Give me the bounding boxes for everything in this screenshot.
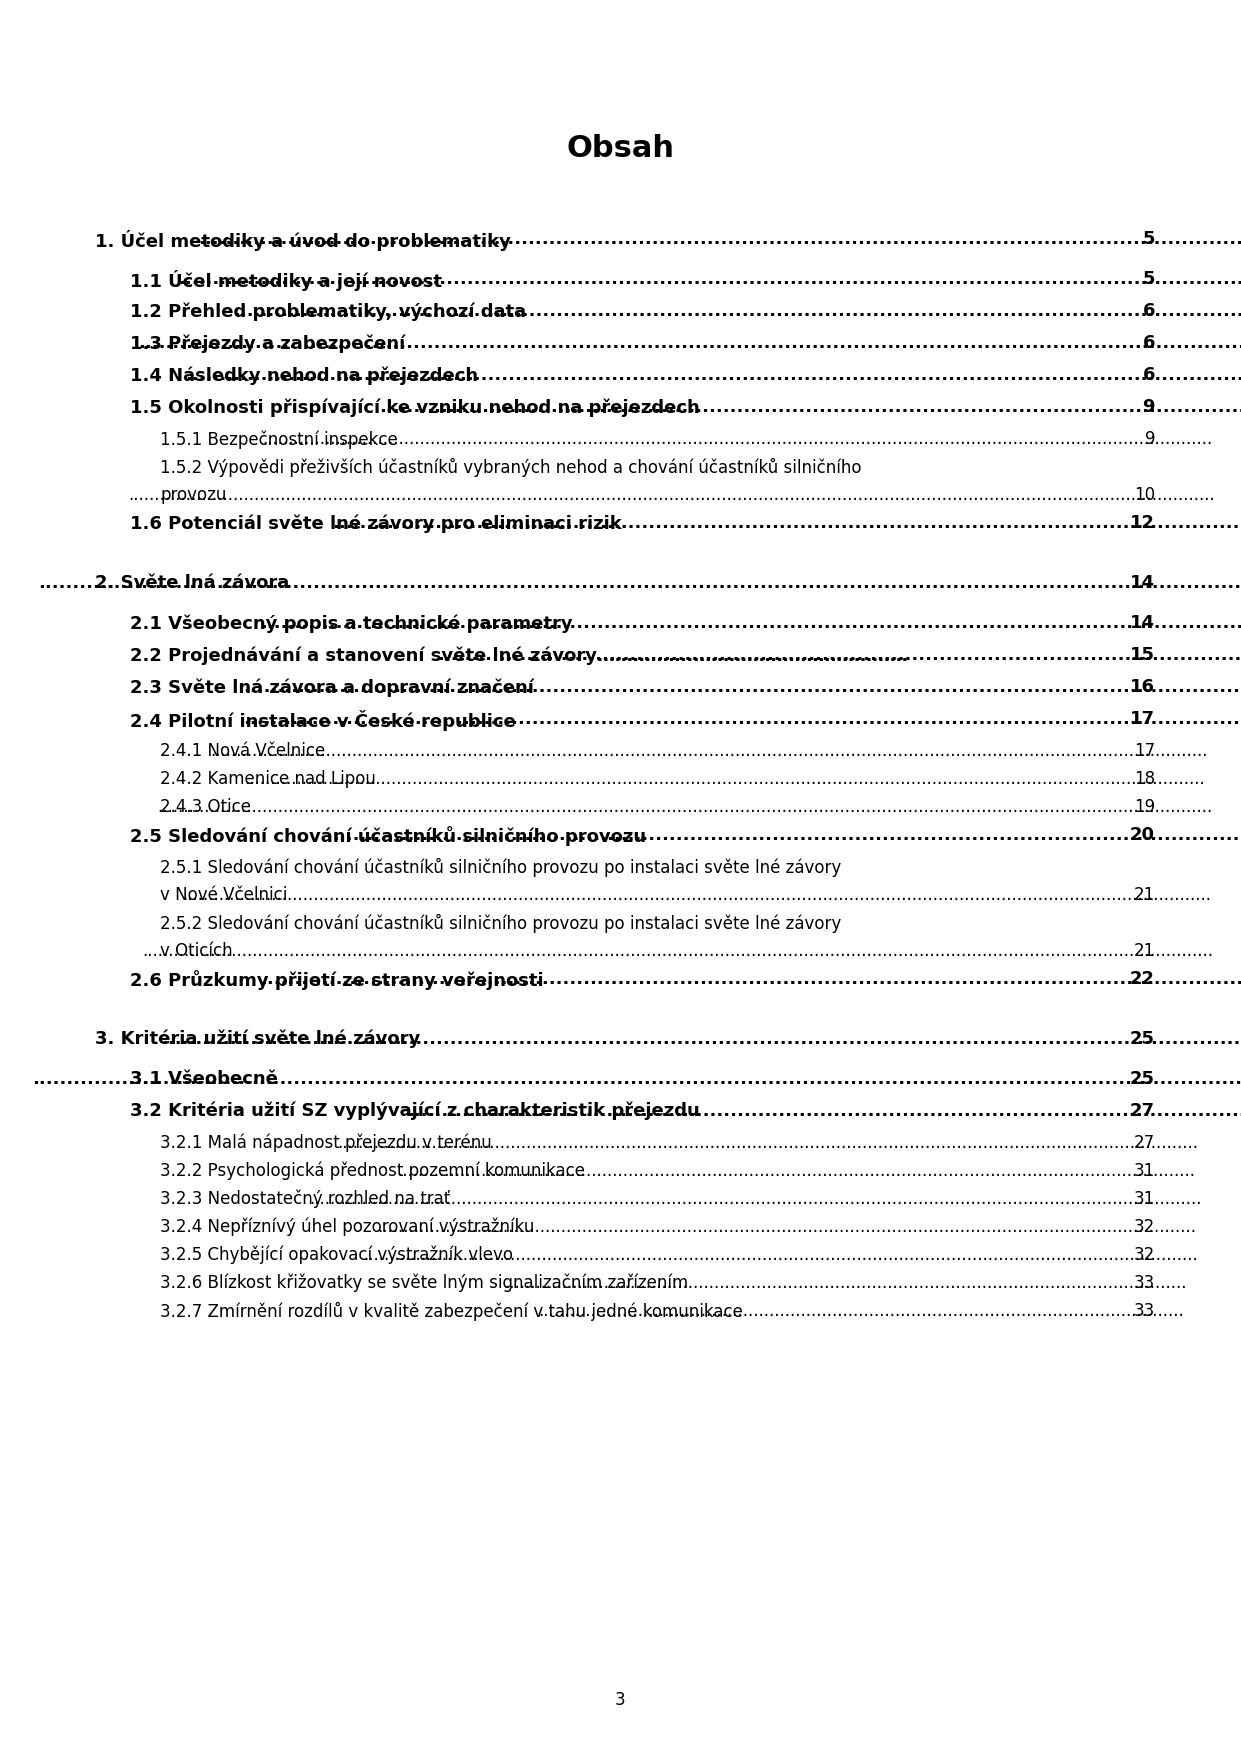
Text: 31: 31 (1134, 1162, 1155, 1179)
Text: 25: 25 (1131, 1030, 1155, 1048)
Text: ................................................................................: ........................................… (377, 1218, 1196, 1236)
Text: ................................................................................: ........................................… (243, 677, 1241, 697)
Text: 27: 27 (1131, 1102, 1155, 1120)
Text: 20: 20 (1131, 827, 1155, 844)
Text: ................................................................................: ........................................… (199, 230, 1241, 247)
Text: 3.2.5 Chybějící opakovací výstražník vlevo: 3.2.5 Chybějící opakovací výstražník vle… (160, 1246, 513, 1265)
Text: 1. Účel metodiky a úvod do problematiky: 1. Účel metodiky a úvod do problematiky (96, 230, 511, 251)
Text: 2.1 Všeobecný popis a technické parametry: 2.1 Všeobecný popis a technické parametr… (130, 614, 572, 632)
Text: ................................................................................: ........................................… (437, 646, 1241, 663)
Text: 3. Kritéria užití světe lné závory: 3. Kritéria užití světe lné závory (96, 1030, 421, 1048)
Text: ................................................................................: ........................................… (156, 799, 1212, 816)
Text: 1.5.1 Bezpečnostní inspekce: 1.5.1 Bezpečnostní inspekce (160, 430, 398, 449)
Text: ................................................................................: ........................................… (185, 367, 1241, 384)
Text: 1.2 Přehled problematiky, výchozí data: 1.2 Přehled problematiky, výchozí data (130, 302, 526, 321)
Text: 1.1 Účel metodiky a její novost: 1.1 Účel metodiky a její novost (130, 270, 442, 291)
Text: 2.5.1 Sledování chování účastníků silničního provozu po instalaci světe lné závo: 2.5.1 Sledování chování účastníků silnič… (160, 858, 841, 878)
Text: 14: 14 (1131, 614, 1155, 632)
Text: 1.3 Přejezdy a zabezpečení: 1.3 Přejezdy a zabezpečení (130, 333, 406, 353)
Text: 1.4 Následky nehod na přejezdech: 1.4 Následky nehod na přejezdech (130, 367, 478, 384)
Text: ................................................................................: ........................................… (331, 827, 1241, 844)
Text: ................................................................................: ........................................… (262, 430, 1212, 448)
Text: 31: 31 (1134, 1190, 1155, 1207)
Text: 2.4.1 Nová Včelnice: 2.4.1 Nová Včelnice (160, 742, 325, 760)
Text: ................................................................................: ........................................… (244, 770, 1205, 788)
Text: 6: 6 (1143, 302, 1155, 319)
Text: 25: 25 (1131, 1071, 1155, 1088)
Text: ................................................................................: ........................................… (211, 742, 1207, 760)
Text: ................................................................................: ........................................… (38, 574, 1241, 591)
Text: 5: 5 (1143, 230, 1155, 247)
Text: 2.5.2 Sledování chování účastníků silničního provozu po instalaci světe lné závo: 2.5.2 Sledování chování účastníků silnič… (160, 914, 841, 934)
Text: 3.2.6 Blízkost křižovatky se světe lným signalizačním zařízením: 3.2.6 Blízkost křižovatky se světe lným … (160, 1274, 689, 1292)
Text: ................................................................................: ........................................… (338, 1134, 1199, 1151)
Text: ................................................................................: ........................................… (397, 1162, 1195, 1179)
Text: 32: 32 (1134, 1218, 1155, 1236)
Text: ................................................................................: ........................................… (539, 1302, 1184, 1320)
Text: 33: 33 (1134, 1302, 1155, 1320)
Text: ................................................................................: ........................................… (261, 971, 1241, 988)
Text: 2.3 Světe lná závora a dopravní značení: 2.3 Světe lná závora a dopravní značení (130, 677, 534, 697)
Text: ................................................................................: ........................................… (161, 1030, 1241, 1048)
Text: ................................................................................: ........................................… (309, 1190, 1203, 1207)
Text: 14: 14 (1131, 574, 1155, 591)
Text: 1.5 Okolnosti přispívající ke vzniku nehod na přejezdech: 1.5 Okolnosti přispívající ke vzniku neh… (130, 398, 700, 416)
Text: 6: 6 (1143, 367, 1155, 384)
Text: Obsah: Obsah (566, 133, 675, 163)
Text: ................................................................................: ........................................… (129, 486, 1215, 504)
Text: 2.4 Pilotní instalace v České republice: 2.4 Pilotní instalace v České republice (130, 711, 516, 732)
Text: 9: 9 (1143, 398, 1155, 416)
Text: ................................................................................: ........................................… (407, 1102, 1241, 1120)
Text: 2. Světe lná závora: 2. Světe lná závora (96, 574, 289, 591)
Text: 2.2 Projednávání a stanovení světe lné závory…………….………………………………: 2.2 Projednávání a stanovení světe lné z… (130, 646, 907, 665)
Text: 2.5 Sledování chování účastníků silničního provozu: 2.5 Sledování chování účastníků silniční… (130, 827, 647, 846)
Text: 27: 27 (1134, 1134, 1155, 1151)
Text: ................................................................................: ........................................… (261, 614, 1241, 632)
Text: 3.1 Všeobecně: 3.1 Všeobecně (130, 1071, 278, 1088)
Text: ................................................................................: ........................................… (243, 711, 1241, 728)
Text: 3.2 Kritéria užití SZ vyplývající z charakteristik přejezdu: 3.2 Kritéria užití SZ vyplývající z char… (130, 1102, 700, 1120)
Text: ................................................................................: ........................................… (138, 333, 1241, 353)
Text: ................................................................................: ........................................… (233, 302, 1241, 319)
Text: 1.5.2 Výpovědi přeživších účastníků vybraných nehod a chování účastníků silniční: 1.5.2 Výpovědi přeživších účastníků vybr… (160, 458, 861, 477)
Text: 3.2.7 Zmírnění rozdílů v kvalitě zabezpečení v tahu jedné komunikace: 3.2.7 Zmírnění rozdílů v kvalitě zabezpe… (160, 1302, 743, 1322)
Text: 21: 21 (1134, 942, 1155, 960)
Text: 17: 17 (1131, 711, 1155, 728)
Text: 3.2.3 Nedostatečný rozhled na trať: 3.2.3 Nedostatečný rozhled na trať (160, 1190, 450, 1209)
Text: 3.2.1 Malá nápadnost přejezdu v terénu: 3.2.1 Malá nápadnost přejezdu v terénu (160, 1134, 491, 1153)
Text: 3.2.2 Psychologická přednost pozemní komunikace: 3.2.2 Psychologická přednost pozemní kom… (160, 1162, 585, 1181)
Text: 2.6 Průzkumy přijetí ze strany veřejnosti: 2.6 Průzkumy přijetí ze strany veřejnost… (130, 971, 544, 990)
Text: 18: 18 (1134, 770, 1155, 788)
Text: 21: 21 (1134, 886, 1155, 904)
Text: 6: 6 (1143, 333, 1155, 353)
Text: 17: 17 (1134, 742, 1155, 760)
Text: ................................................................................: ........................................… (143, 942, 1214, 960)
Text: v Oticích: v Oticích (160, 942, 232, 960)
Text: ................................................................................: ........................................… (380, 398, 1241, 416)
Text: 3: 3 (616, 1692, 625, 1709)
Text: 1.6 Potenciál světe lné závory pro eliminaci rizik: 1.6 Potenciál světe lné závory pro elimi… (130, 514, 622, 532)
Text: 19: 19 (1134, 799, 1155, 816)
Text: 16: 16 (1131, 677, 1155, 697)
Text: provozu: provozu (160, 486, 226, 504)
Text: 3.2.4 Nepříznívý úhel pozorovaní výstražníku: 3.2.4 Nepříznívý úhel pozorovaní výstraž… (160, 1218, 535, 1237)
Text: 5: 5 (1143, 270, 1155, 288)
Text: 12: 12 (1131, 514, 1155, 532)
Text: v Nové Včelnici: v Nové Včelnici (160, 886, 288, 904)
Text: ................................................................................: ........................................… (331, 514, 1241, 532)
Text: 22: 22 (1131, 971, 1155, 988)
Text: ................................................................................: ........................................… (32, 1071, 1241, 1088)
Text: 9: 9 (1144, 430, 1155, 448)
Text: 10: 10 (1134, 486, 1155, 504)
Text: ................................................................................: ........................................… (364, 1246, 1198, 1264)
Text: 32: 32 (1134, 1246, 1155, 1264)
Text: 2.4.3 Otice: 2.4.3 Otice (160, 799, 251, 816)
Text: 2.4.2 Kamenice nad Lipou: 2.4.2 Kamenice nad Lipou (160, 770, 376, 788)
Text: 33: 33 (1134, 1274, 1155, 1292)
Text: ................................................................................: ........................................… (504, 1274, 1186, 1292)
Text: ................................................................................: ........................................… (182, 886, 1211, 904)
Text: ................................................................................: ........................................… (179, 270, 1241, 288)
Text: 15: 15 (1131, 646, 1155, 663)
